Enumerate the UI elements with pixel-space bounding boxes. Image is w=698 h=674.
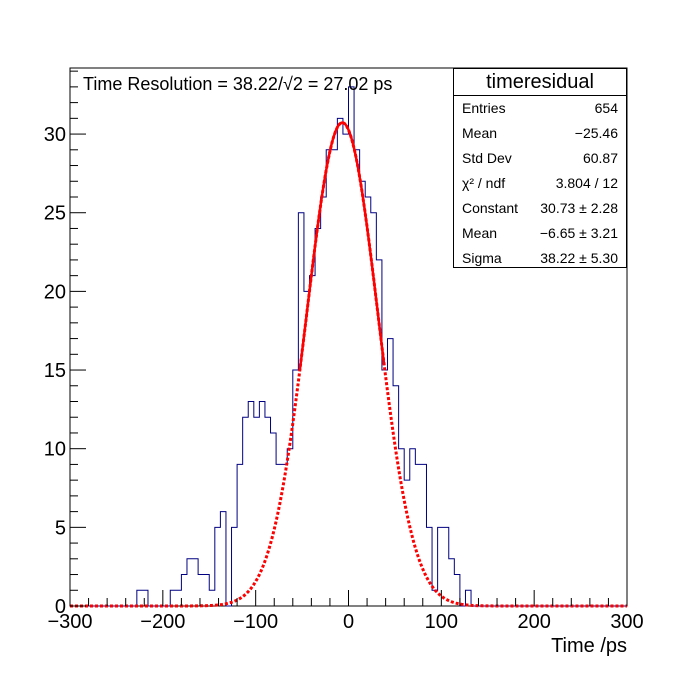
stats-label: Constant xyxy=(462,200,519,216)
stats-value: −6.65 ± 3.21 xyxy=(539,225,618,241)
stats-label: Mean xyxy=(462,225,498,241)
y-tick-label: 25 xyxy=(44,203,66,225)
x-tick-label: 200 xyxy=(517,611,550,633)
x-tick-label: −100 xyxy=(233,611,278,633)
stats-value: 60.87 xyxy=(582,150,618,166)
stats-value: 38.22 ± 5.30 xyxy=(540,250,618,266)
stats-label: Entries xyxy=(462,100,506,116)
stats-label: Sigma xyxy=(462,250,502,266)
x-tick-label: 300 xyxy=(610,611,643,633)
stats-value: −25.46 xyxy=(574,125,618,141)
x-tick-label: −300 xyxy=(47,611,92,633)
stats-value: 30.73 ± 2.28 xyxy=(540,200,618,216)
x-tick-label: 0 xyxy=(343,611,354,633)
stats-title: timeresidual xyxy=(454,69,626,96)
y-tick-label: 30 xyxy=(44,124,66,146)
stats-row: χ² / ndf 3.804 / 12 xyxy=(462,171,618,195)
y-tick-label: 20 xyxy=(44,281,66,303)
stats-row: Constant 30.73 ± 2.28 xyxy=(462,196,618,220)
x-axis-label: Time /ps xyxy=(551,635,627,657)
stats-label: Mean xyxy=(462,125,498,141)
y-tick-label: 15 xyxy=(44,360,66,382)
stats-label: Std Dev xyxy=(462,150,512,166)
stats-value: 3.804 / 12 xyxy=(555,175,618,191)
stats-row: Sigma 38.22 ± 5.30 xyxy=(462,246,618,270)
gaussian-fit-line xyxy=(298,121,386,371)
y-tick-label: 5 xyxy=(55,517,66,539)
y-tick-label: 10 xyxy=(44,439,66,461)
stats-row: Entries 654 xyxy=(462,96,618,120)
stats-value: 654 xyxy=(594,100,618,116)
stats-label: χ² / ndf xyxy=(462,175,506,191)
y-tick-label: 0 xyxy=(55,596,66,618)
x-tick-label: −200 xyxy=(140,611,185,633)
stats-row: Std Dev 60.87 xyxy=(462,146,618,170)
stats-box: timeresidual Entries 654 Mean −25.46 Std Dev… xyxy=(453,68,627,268)
stats-row: Mean −25.46 xyxy=(462,121,618,145)
time-resolution-annotation: Time Resolution = 38.22/√2 = 27.02 ps xyxy=(83,74,393,94)
stats-row: Mean −6.65 ± 3.21 xyxy=(462,221,618,245)
x-tick-label: 100 xyxy=(425,611,458,633)
